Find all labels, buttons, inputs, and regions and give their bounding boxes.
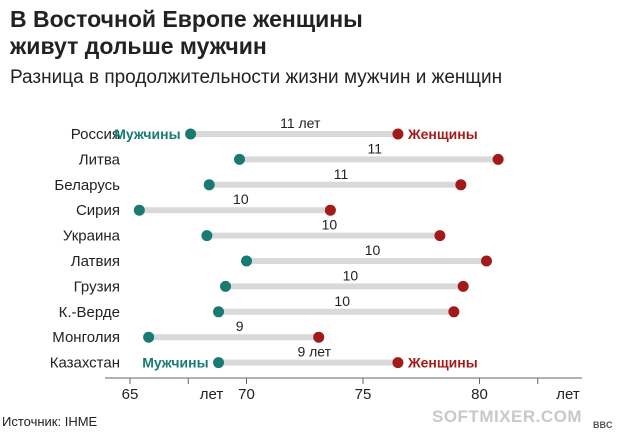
male-point [234,153,246,165]
male-point [203,179,215,191]
gap-label: 9 лет [297,344,331,360]
watermark: SOFTMIXER.COM [432,407,583,426]
male-point [213,357,225,369]
male-point [241,255,252,267]
chart-title-line-1: В Восточной Европе женщины [10,6,363,32]
female-point [480,255,492,267]
male-point [201,230,213,242]
source-note: Источник: IHME [2,414,98,429]
female-point [392,128,404,140]
male-point [213,306,225,318]
legend-male-label: Мужчины [114,126,180,142]
x-unit-label: лет [200,386,224,403]
gap-label: 11 [334,166,349,182]
male-point [133,204,145,216]
country-label: Грузия [74,278,120,295]
legend-male-label: Мужчины [142,355,208,371]
gap-label: 10 [233,191,249,207]
legend-female-label: Женщины [407,126,478,142]
female-point [492,153,504,165]
chart-subtitle: Разница в продолжительности жизни мужчин… [10,67,503,88]
female-point [392,357,404,369]
male-point [220,280,232,292]
bbc-logo: BBC [593,420,613,430]
female-point [457,280,469,292]
gap-label: 11 лет [280,115,321,131]
female-point [324,204,336,216]
male-point [185,128,197,140]
country-label: Литва [79,151,121,168]
female-point [313,331,325,343]
female-point [455,179,467,191]
gap-label: 11 [368,140,383,156]
legend-female-label: Женщины [407,355,478,371]
x-tick-label: 75 [355,386,372,403]
x-tick-label: 70 [238,386,255,403]
x-tick-label: 80 [471,386,488,403]
gap-label: 10 [365,242,381,258]
country-label: К.-Верде [59,304,120,321]
country-label: Казахстан [50,355,120,372]
chart-title: В Восточной Европе женщины живут дольше … [10,6,610,60]
x-tick-label: 65 [122,386,139,403]
male-point [143,331,155,343]
country-label: Сирия [76,202,120,219]
chart-title-line-2: живут дольше мужчин [10,33,267,59]
female-point [448,306,460,318]
country-label: Монголия [52,329,120,346]
female-point [434,230,446,242]
gap-label: 10 [322,217,338,233]
gap-label: 9 [236,318,244,334]
gap-label: 10 [334,293,350,309]
country-label: Латвия [71,253,120,270]
gap-label: 10 [343,267,359,283]
country-label: Беларусь [54,177,120,194]
country-label: Россия [71,126,120,143]
country-label: Украина [63,228,121,245]
x-unit-label: лет [556,386,580,403]
